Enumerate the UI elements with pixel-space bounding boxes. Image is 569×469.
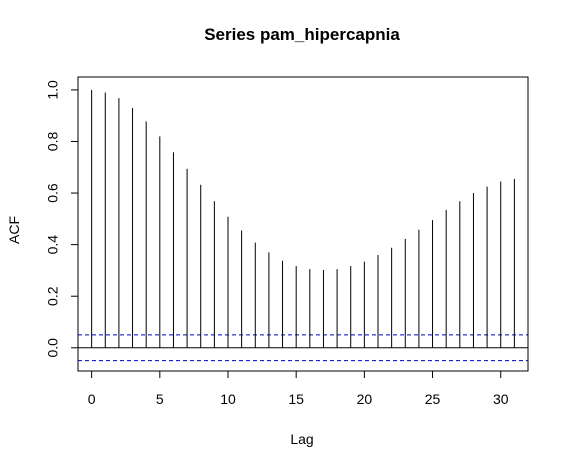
x-axis: 0 5 10 15 20 25 30 bbox=[88, 370, 509, 407]
x-tick-label-10: 10 bbox=[220, 391, 236, 407]
y-axis: 0.0 0.2 0.4 0.6 0.8 1.0 bbox=[45, 80, 79, 358]
x-tick-label-15: 15 bbox=[288, 391, 304, 407]
y-tick-label-3: 0.6 bbox=[45, 183, 61, 203]
x-tick-label-30: 30 bbox=[493, 391, 509, 407]
y-axis-label: ACF bbox=[6, 216, 22, 244]
x-tick-label-25: 25 bbox=[425, 391, 441, 407]
y-tick-label-4: 0.8 bbox=[45, 132, 61, 152]
y-tick-label-5: 1.0 bbox=[45, 80, 61, 100]
chart-title: Series pam_hipercapnia bbox=[204, 25, 400, 44]
plot-frame bbox=[77, 76, 529, 372]
plot-area bbox=[78, 89, 528, 362]
y-tick-label-2: 0.4 bbox=[45, 235, 61, 255]
x-axis-label: Lag bbox=[290, 431, 313, 447]
y-tick-label-1: 0.2 bbox=[45, 286, 61, 306]
x-tick-label-5: 5 bbox=[156, 391, 164, 407]
y-tick-label-0: 0.0 bbox=[45, 338, 61, 358]
x-tick-label-0: 0 bbox=[88, 391, 96, 407]
x-tick-label-20: 20 bbox=[357, 391, 373, 407]
